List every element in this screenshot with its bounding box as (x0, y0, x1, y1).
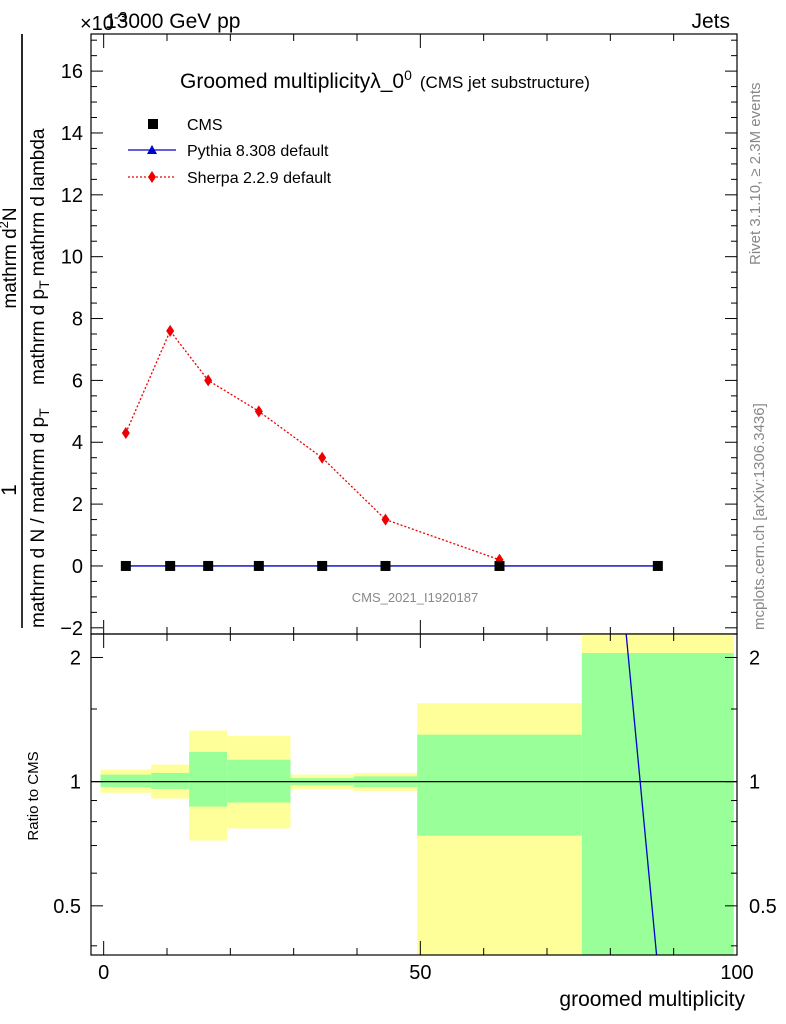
sherpa-point (204, 374, 213, 387)
cms-point (494, 560, 505, 571)
ylabel-frac-den: mathrm d pTmathrm d lambda (28, 128, 52, 385)
uncertainty-band-green (417, 734, 582, 836)
ratio-y-tick-label: 0.5 (53, 896, 81, 918)
y-tick-label: 2 (72, 494, 83, 516)
y-tick-label: 4 (72, 432, 83, 454)
legend-label: CMS (187, 117, 223, 134)
ratio-pythia-line (625, 633, 658, 956)
y-tick-label: 16 (61, 61, 83, 83)
y-tick-label: 10 (61, 247, 83, 269)
category-label: Jets (691, 10, 730, 33)
ratio-y-tick-label: 2 (70, 647, 81, 669)
ratio-y-tick-label-right: 1 (749, 772, 760, 794)
sherpa-point (254, 405, 263, 418)
legend-marker-pythia (147, 145, 157, 154)
y-tick-label: −2 (60, 618, 83, 640)
ratio-panel: 0 50 100 0.5 0.5 1 1 2 2 (53, 633, 777, 984)
cms-point (652, 560, 663, 571)
cms-point (165, 560, 176, 571)
cms-point (120, 560, 131, 571)
x-axis-label: groomed multiplicity (559, 988, 745, 1011)
ratio-ylabel: Ratio to CMS (25, 751, 42, 840)
cms-point (203, 560, 214, 571)
rivet-label: Rivet 3.1.10, ≥ 2.3M events (747, 83, 764, 266)
x-tick-label: 100 (720, 962, 753, 984)
sherpa-point (318, 451, 327, 464)
y-tick-label: 12 (61, 185, 83, 207)
mcplots-label: mcplots.cern.ch [arXiv:1306.3436] (751, 403, 768, 630)
ylabel-frac-num: mathrm d2N (0, 207, 21, 308)
sherpa-point (166, 324, 175, 337)
cms-point (317, 560, 328, 571)
uncertainty-band-green (189, 752, 228, 807)
ratio-y-tick-label-right: 2 (749, 647, 760, 669)
uncertainty-band-green (581, 653, 734, 955)
x-tick-label: 50 (409, 962, 431, 984)
legend-label: Pythia 8.308 default (187, 143, 329, 160)
sherpa-line (125, 329, 500, 561)
cms-point (253, 560, 264, 571)
legend-marker-sherpa (148, 171, 156, 183)
ylabel-den: mathrm d N / mathrm d pT (28, 408, 52, 628)
ratio-y-tick-label: 1 (70, 772, 81, 794)
uncertainty-band-green (100, 774, 152, 788)
sherpa-point (381, 513, 390, 526)
analysis-id: CMS_2021_I1920187 (352, 590, 479, 605)
ylabel-num: 1 (0, 484, 21, 496)
legend-marker-cms (148, 119, 158, 129)
y-tick-label: 6 (72, 370, 83, 392)
y-tick-label: 8 (72, 309, 83, 331)
sherpa-point (121, 426, 130, 439)
uncertainty-band-green (151, 772, 190, 789)
ratio-frame (90, 633, 738, 956)
main-ylabel: 1 mathrm d N / mathrm d pT mathrm d2N ma… (0, 34, 52, 628)
ratio-y-tick-label-right: 0.5 (749, 896, 777, 918)
exponent-label: ×10-3 (80, 9, 127, 35)
cms-point (380, 560, 391, 571)
legend-label: Sherpa 2.2.9 default (187, 170, 332, 187)
energy-label: 13000 GeV pp (105, 10, 240, 33)
main-panel: −2 0 2 4 6 8 10 12 14 16 CMS Pythia 8.308 default Sh… (60, 33, 738, 640)
plot-title: Groomed multiplicityλ_00 (CMS jet substru… (180, 67, 590, 93)
y-tick-label: 0 (72, 556, 83, 578)
y-tick-label: 14 (61, 123, 83, 145)
x-tick-label: 0 (98, 962, 109, 984)
